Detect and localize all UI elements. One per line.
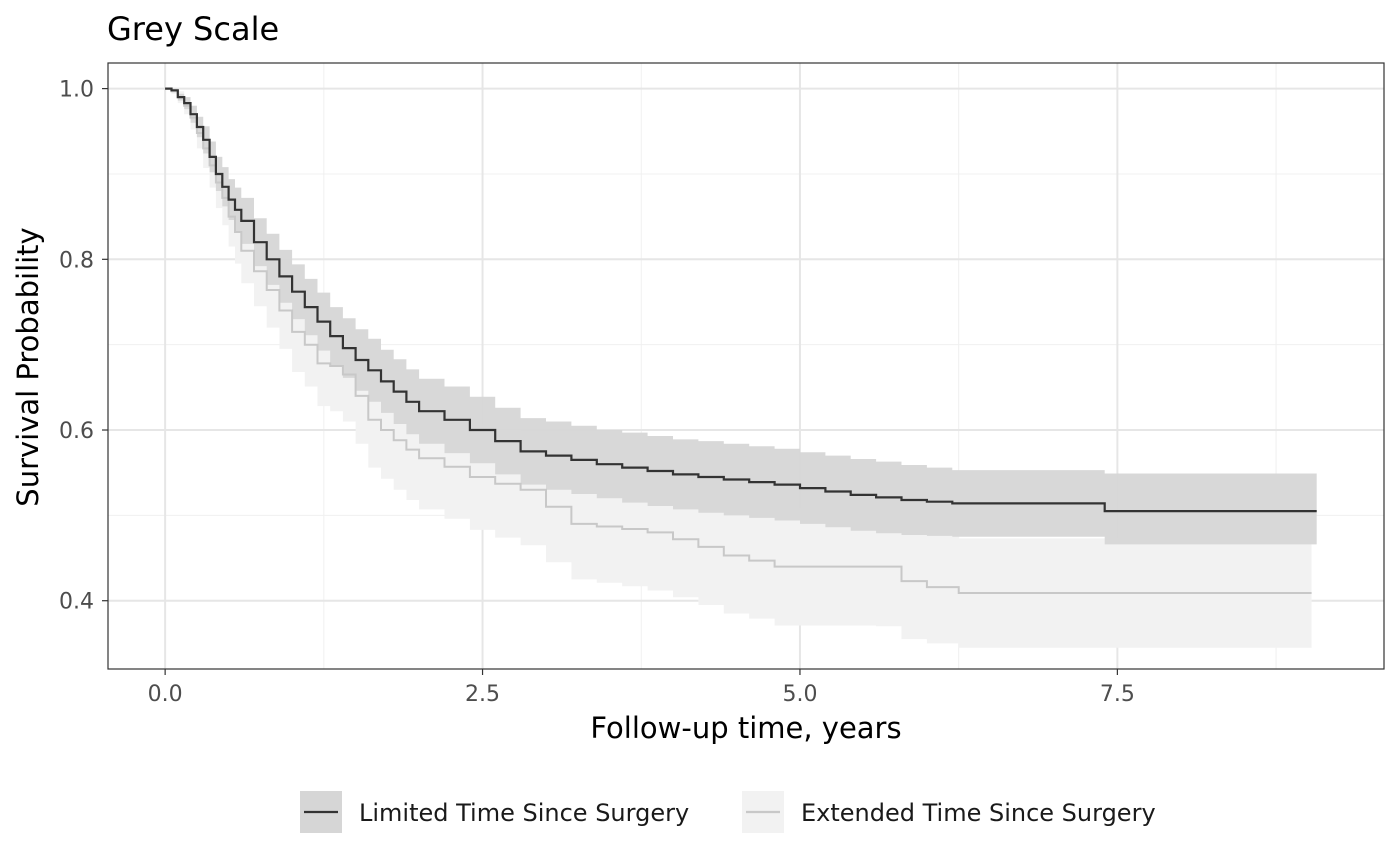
x-axis: 0.0 2.5 5.0 7.5 [148,669,1135,707]
confidence-band-series-1 [165,88,1317,545]
x-axis-title: Follow-up time, years [590,711,901,745]
survival-line-series-2 [165,87,1312,594]
plot-border [107,62,1385,670]
legend-label-series-2: Extended Time Since Surgery [801,799,1156,827]
survival-curves [165,87,1317,594]
y-axis-title: Survival Probability [11,227,45,506]
confidence-bands [165,88,1317,648]
y-tick-label: 0.8 [59,248,94,273]
x-tick-label: 5.0 [782,682,817,707]
y-axis: 0.4 0.6 0.8 1.0 [59,78,108,615]
survival-line-series-1 [165,87,1317,513]
confidence-band-series-2 [165,88,1312,648]
chart-title: Grey Scale [107,10,279,48]
legend-label-series-1: Limited Time Since Surgery [359,799,689,827]
y-tick-label: 0.6 [59,419,94,444]
y-tick-label: 0.4 [59,590,94,615]
legend: Limited Time Since Surgery Extended Time … [300,791,1156,833]
x-tick-label: 0.0 [148,682,183,707]
x-tick-label: 7.5 [1100,682,1135,707]
y-tick-label: 1.0 [59,78,94,103]
x-tick-label: 2.5 [465,682,500,707]
